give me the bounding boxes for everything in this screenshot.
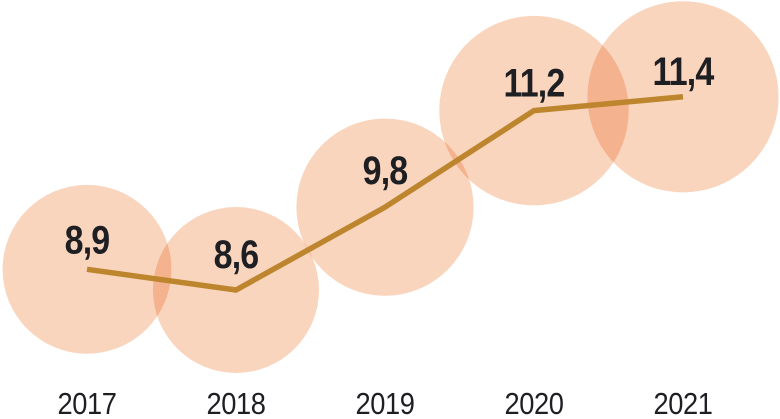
year-label-2021: 2021 (654, 387, 713, 419)
value-label-2017: 8,9 (65, 217, 110, 262)
year-label-2018: 2018 (207, 387, 266, 419)
value-label-2020: 11,2 (504, 60, 565, 105)
value-label-2019: 9,8 (363, 148, 408, 193)
value-label-2021: 11,4 (653, 48, 715, 93)
year-label-2017: 2017 (58, 387, 117, 419)
year-label-2019: 2019 (356, 387, 415, 419)
trend-line (86, 94, 684, 293)
value-label-2018: 8,6 (214, 231, 259, 276)
year-label-2020: 2020 (505, 387, 564, 419)
